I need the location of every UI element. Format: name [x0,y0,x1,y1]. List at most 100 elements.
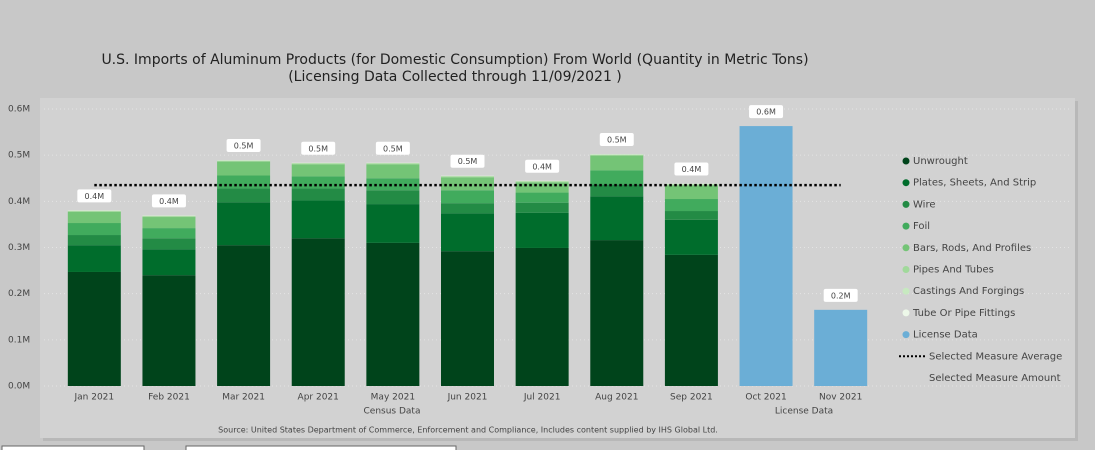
legend-marker [902,287,910,295]
legend-marker [902,331,910,339]
data-label-box [823,288,858,302]
legend-label: Selected Measure Average [929,351,1062,362]
bar-segment [441,176,494,178]
legend-label: Plates, Sheets, And Strip [913,178,1036,189]
data-label-box [599,133,634,147]
x-tick-label: Apr 2021 [298,393,339,403]
data-label-box [226,139,261,153]
bar-segment [664,219,718,255]
bar-segment [366,204,420,243]
x-tick-label: Jun 2021 [447,393,488,403]
legend-marker [902,157,910,165]
legend-marker [902,222,910,230]
slicer-box[interactable] [1,445,145,450]
x-tick-label: Jan 2021 [73,393,114,403]
bar-segment [217,175,271,189]
bar-segment [441,203,494,214]
bar-segment [590,196,644,241]
legend-label: Unwrought [913,156,968,167]
data-label: 0.4M [159,197,179,206]
data-label-box [77,189,112,203]
bar-segment [291,200,345,239]
data-label: 0.6M [756,108,776,117]
x-tick-label: May 2021 [371,393,415,403]
y-tick-label: 0.1M [8,335,30,345]
bar-segment [366,163,420,165]
bar-segment [664,211,718,220]
bar-segment [590,154,644,156]
legend-marker [902,309,910,317]
data-label: 0.5M [383,144,403,153]
data-label-box [674,162,709,176]
data-label-box [525,159,560,173]
data-label-box [151,194,186,208]
data-label: 0.5M [308,144,328,153]
bar-segment [67,223,121,236]
bar-segment [217,161,271,176]
y-tick-label: 0.5M [8,151,30,161]
legend-label: Foil [913,221,930,232]
x-tick-label: Feb 2021 [148,393,190,403]
data-label-box [301,141,336,155]
chart-subtitle: (Licensing Data Collected through 11/09/… [288,69,622,85]
bar-segment [590,240,644,386]
data-label: 0.5M [607,136,627,145]
bar-segment [67,245,121,272]
legend-marker [902,244,910,252]
legend-label: Bars, Rods, And Profiles [913,243,1031,254]
bar-segment [142,228,196,239]
slicer-box[interactable] [185,445,457,450]
bar-segment [515,212,569,248]
group-label: License Data [775,407,833,417]
bar-segment [441,251,494,386]
bar-segment [664,185,718,200]
bar-segment [515,192,569,203]
data-label: 0.2M [831,291,851,300]
legend-label: Tube Or Pipe Fittings [912,308,1015,319]
bar-segment [664,199,718,212]
bar-segment [664,254,718,386]
bar-segment [142,217,196,229]
x-tick-label: Nov 2021 [819,393,862,403]
bar-segment [291,163,345,165]
legend-marker [902,266,910,273]
bar-segment [515,181,569,183]
bar-segment [217,160,271,162]
bar-segment [291,188,345,201]
bar-segment [515,247,569,386]
bar-segment [67,271,121,386]
bar-segment [441,213,494,252]
bar-segment [515,182,569,193]
bar-segment [366,164,420,179]
bar-segment [590,170,644,185]
bar-segment [441,190,494,204]
source-note: Source: United States Department of Comm… [218,426,718,435]
x-tick-label: Mar 2021 [222,393,265,403]
data-label: 0.5M [458,157,478,166]
legend-label: Pipes And Tubes [913,265,994,276]
bar-segment [217,188,271,203]
bar-segment [590,155,644,171]
x-tick-label: Sep 2021 [670,393,713,403]
bar-segment [366,242,420,386]
bar-segment [217,202,271,246]
data-label: 0.4M [85,192,105,201]
bar-segment [366,190,420,205]
bar-segment [814,309,868,386]
data-label-box [749,105,784,119]
x-tick-label: Aug 2021 [595,393,638,403]
bar-segment [142,238,196,250]
data-label-box [450,154,485,168]
bar-segment [142,275,196,386]
data-label: 0.5M [234,142,254,151]
bar-segment [441,177,494,191]
bar-segment [67,211,121,224]
legend-marker [902,200,910,208]
bar-segment [739,126,793,386]
legend-label: License Data [913,330,978,341]
data-label: 0.4M [532,162,552,171]
group-label: Census Data [364,407,421,417]
bar-segment [291,176,345,189]
y-tick-label: 0.2M [8,289,30,299]
